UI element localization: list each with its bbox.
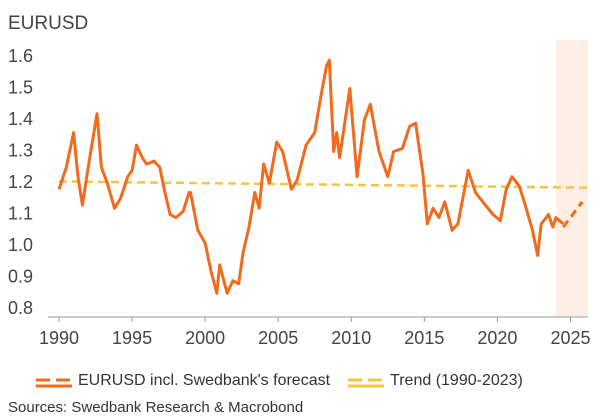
source-note: Sources: Swedbank Research & Macrobond [8, 399, 303, 416]
x-tick-label: 2010 [331, 328, 371, 348]
y-tick-label: 1.4 [8, 109, 33, 129]
series-line [58, 180, 589, 189]
forecast-shade [555, 40, 588, 317]
x-tick-label: 2005 [258, 328, 298, 348]
y-tick-label: 1.1 [8, 203, 33, 223]
y-tick-label: 1.6 [8, 46, 33, 66]
x-tick-label: 2000 [185, 328, 225, 348]
legend-label: Trend (1990-2023) [390, 372, 523, 389]
x-tick-label: 1995 [112, 328, 152, 348]
x-tick-label: 2015 [404, 328, 444, 348]
series-line [57, 58, 565, 295]
y-tick-label: 1.5 [8, 77, 33, 97]
chart-subtitle: EURUSD [8, 13, 88, 34]
forecast-line [562, 200, 584, 229]
x-tick-label: 1990 [39, 328, 79, 348]
y-tick-label: 0.8 [8, 298, 33, 318]
x-tick-label: 2020 [477, 328, 517, 348]
y-tick-label: 1.2 [8, 172, 33, 192]
y-tick-label: 0.9 [8, 266, 33, 286]
y-tick-label: 1.0 [8, 235, 33, 255]
legend-label: EURUSD incl. Swedbank's forecast [78, 372, 331, 389]
x-tick-label: 2025 [550, 328, 590, 348]
y-tick-label: 1.3 [8, 140, 33, 160]
